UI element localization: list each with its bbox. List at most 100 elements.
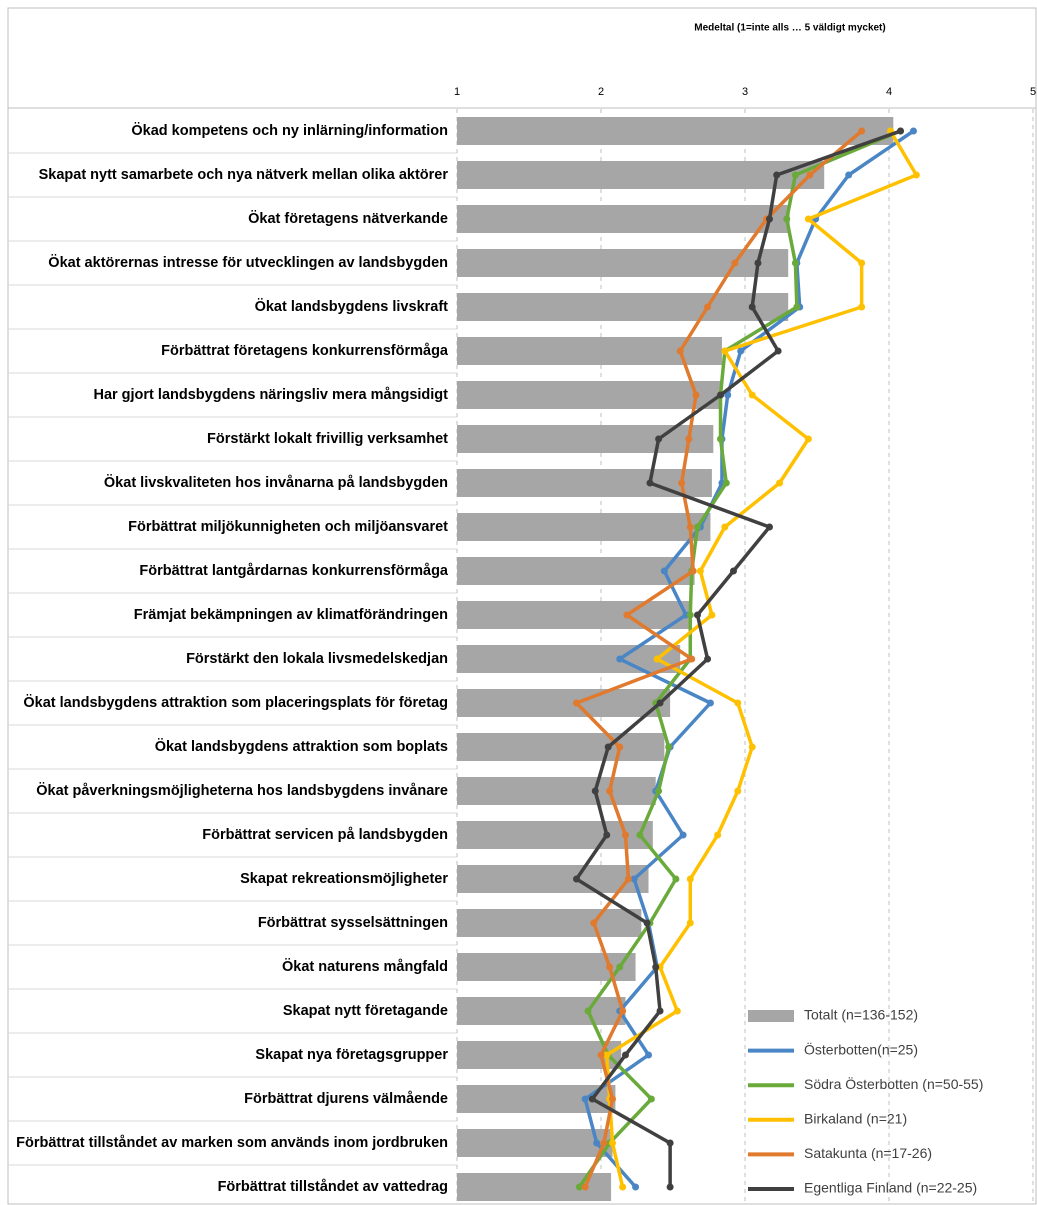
bar xyxy=(457,1129,613,1157)
marker xyxy=(584,1007,592,1015)
category-label-box: Förbättrat tillståndet av vattedrag xyxy=(10,1165,448,1205)
category-label-box: Ökat naturens mångfald xyxy=(10,945,448,989)
marker xyxy=(630,875,638,883)
category-label-box: Ökat påverkningsmöjligheterna hos landsb… xyxy=(10,769,448,813)
marker xyxy=(616,655,624,663)
marker xyxy=(621,1051,629,1059)
marker xyxy=(773,171,781,179)
marker xyxy=(655,787,663,795)
marker xyxy=(783,215,791,223)
marker xyxy=(858,303,866,311)
legend-swatch xyxy=(748,1010,794,1022)
marker xyxy=(679,831,687,839)
marker xyxy=(636,831,644,839)
marker xyxy=(624,875,632,883)
marker xyxy=(722,479,730,487)
marker xyxy=(806,171,814,179)
y-tick-label: Skapat nytt samarbete och nya nätverk me… xyxy=(38,166,448,183)
marker xyxy=(731,259,739,267)
category-label-box: Förbättrat lantgårdarnas konkurrensförmå… xyxy=(10,549,448,593)
marker xyxy=(652,963,660,971)
x-tick-label: 4 xyxy=(886,86,892,98)
category-label-box: Förbättrat djurens välmående xyxy=(10,1077,448,1121)
marker xyxy=(646,479,654,487)
marker xyxy=(619,1183,627,1191)
bar xyxy=(457,249,789,277)
marker xyxy=(673,1007,681,1015)
marker xyxy=(748,391,756,399)
legend-label: Egentliga Finland (n=22-25) xyxy=(804,1180,977,1196)
marker xyxy=(590,919,598,927)
category-label-box: Ökat aktörernas intresse för utvecklinge… xyxy=(10,241,448,285)
marker xyxy=(645,1051,653,1059)
marker xyxy=(647,1095,655,1103)
marker xyxy=(666,1183,674,1191)
bar xyxy=(457,161,825,189)
y-tick-label: Ökat livskvaliteten hos invånarna på lan… xyxy=(103,474,448,491)
marker xyxy=(672,875,680,883)
marker xyxy=(748,303,756,311)
marker xyxy=(912,171,920,179)
y-tick-label: Skapat nya företagsgrupper xyxy=(255,1046,448,1063)
marker xyxy=(804,435,812,443)
y-tick-label: Ökat landsbygdens attraktion som placeri… xyxy=(23,694,448,711)
marker xyxy=(858,259,866,267)
legend-label: Birkaland (n=21) xyxy=(804,1111,907,1127)
category-label-box: Ökat livskvaliteten hos invånarna på lan… xyxy=(10,461,448,505)
category-label-box: Skapat nytt samarbete och nya nätverk me… xyxy=(10,153,448,197)
marker xyxy=(655,435,663,443)
marker xyxy=(685,435,693,443)
chart-title: Medeltal (1=inte alls … 5 väldigt mycket… xyxy=(694,23,885,34)
marker xyxy=(573,875,581,883)
marker xyxy=(714,831,722,839)
y-tick-label: Ökad kompetens och ny inlärning/informat… xyxy=(131,122,448,139)
category-label-box: Förstärkt den lokala livsmedelskedjan xyxy=(10,637,448,681)
marker xyxy=(774,347,782,355)
marker xyxy=(588,1095,596,1103)
marker xyxy=(604,743,612,751)
y-tick-label: Förbättrat djurens välmående xyxy=(244,1090,448,1107)
marker xyxy=(734,699,742,707)
bar xyxy=(457,645,681,673)
bar xyxy=(457,777,656,805)
y-tick-label: Förbättrat tillståndet av vattedrag xyxy=(217,1178,448,1195)
marker xyxy=(897,127,905,135)
marker xyxy=(581,1095,589,1103)
legend-label: Satakunta (n=17-26) xyxy=(804,1145,932,1161)
y-tick-label: Förbättrat tillståndet av marken som anv… xyxy=(16,1134,448,1151)
marker xyxy=(708,611,716,619)
marker xyxy=(724,391,732,399)
marker xyxy=(793,303,801,311)
bar xyxy=(457,909,642,937)
marker xyxy=(748,743,756,751)
x-tick-label: 1 xyxy=(454,86,460,98)
marker xyxy=(845,171,853,179)
marker xyxy=(706,699,714,707)
marker xyxy=(676,347,684,355)
marker xyxy=(721,347,729,355)
bar xyxy=(457,865,649,893)
marker xyxy=(717,391,725,399)
marker xyxy=(804,215,812,223)
x-tick-label: 3 xyxy=(742,86,748,98)
category-label-box: Ökat företagens nätverkande xyxy=(10,197,448,241)
bar xyxy=(457,733,665,761)
marker xyxy=(666,1139,674,1147)
y-tick-label: Ökat påverkningsmöjligheterna hos landsb… xyxy=(36,782,448,799)
bar xyxy=(457,601,691,629)
y-tick-label: Har gjort landsbygdens näringsliv mera m… xyxy=(93,386,448,403)
marker xyxy=(765,523,773,531)
category-label-box: Förbättrat servicen på landsbygden xyxy=(10,813,448,857)
marker xyxy=(593,1139,601,1147)
category-label-box: Har gjort landsbygdens näringsliv mera m… xyxy=(10,373,448,417)
y-tick-label: Förbättrat sysselsättningen xyxy=(257,914,448,931)
marker xyxy=(696,567,704,575)
marker xyxy=(656,699,664,707)
marker xyxy=(729,567,737,575)
marker xyxy=(754,259,762,267)
y-tick-label: Skapat nytt företagande xyxy=(282,1002,448,1019)
y-tick-label: Förstärkt den lokala livsmedelskedjan xyxy=(186,650,448,667)
marker xyxy=(692,391,700,399)
marker xyxy=(643,919,651,927)
